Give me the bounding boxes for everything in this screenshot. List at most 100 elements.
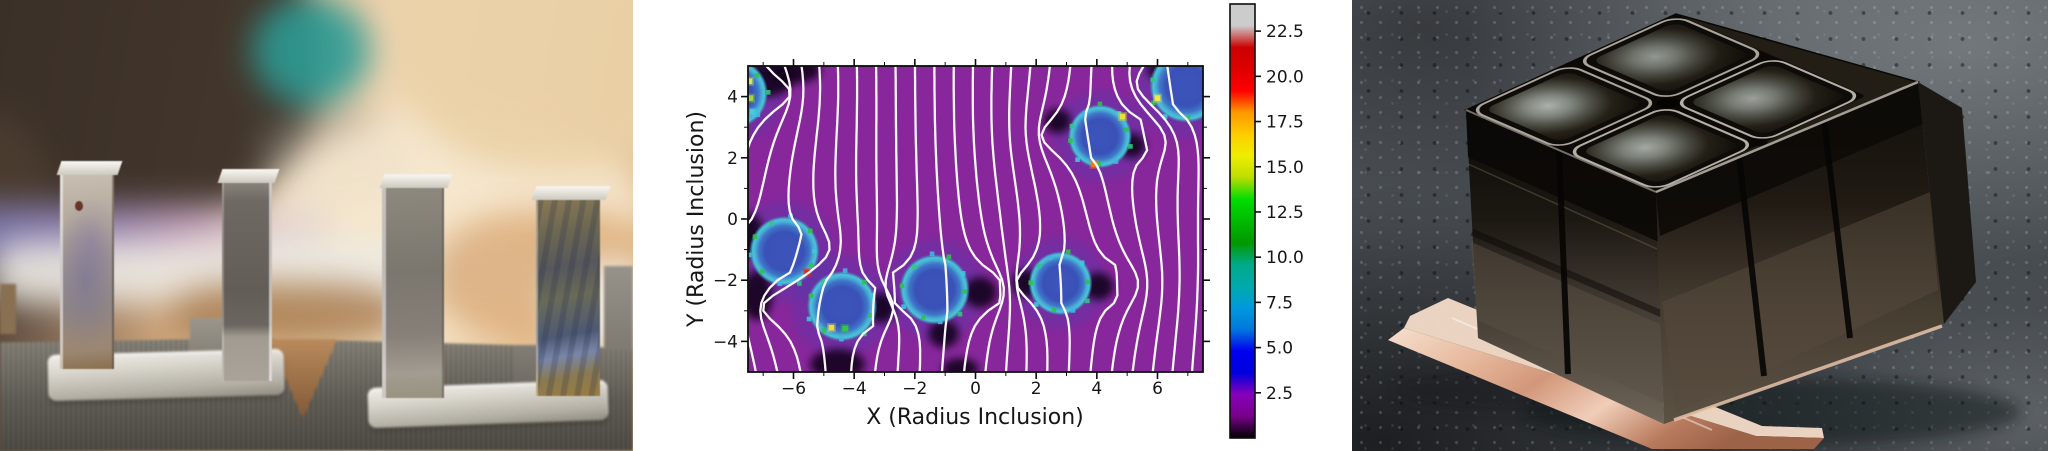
x-tick-label: −4 — [842, 379, 867, 399]
rim-speckle — [899, 283, 905, 289]
hot-spot — [828, 324, 835, 331]
rim-speckle — [1036, 263, 1042, 269]
x-tick-label: −6 — [781, 379, 806, 399]
streamline — [762, 66, 831, 372]
streamline — [1128, 66, 1167, 372]
pillar-top-face — [217, 169, 280, 183]
hot-spot — [1091, 161, 1097, 168]
pillar-top-face — [379, 174, 453, 188]
streamline — [933, 66, 949, 372]
colorbar-tick-label: 17.5 — [1266, 113, 1304, 133]
rim-speckle — [1097, 101, 1103, 107]
inclusion-circle — [806, 270, 878, 342]
hot-spot — [1154, 95, 1161, 101]
right-face-cap-band — [1656, 82, 1923, 236]
rim-speckle — [1075, 157, 1080, 163]
streamline — [1008, 66, 1028, 372]
rim-speckle — [738, 59, 743, 64]
colorbar-tick-label: 5.0 — [1266, 339, 1293, 359]
y-tick-label: −2 — [713, 271, 738, 291]
y-tick-label: 2 — [727, 149, 738, 169]
x-tick-label: 6 — [1152, 379, 1163, 399]
inclusion-circle — [1149, 66, 1203, 123]
rim-speckle — [1051, 307, 1057, 313]
pillar-mark — [75, 201, 83, 211]
pillar-top-face — [531, 186, 611, 200]
colorbar-tick-label: 7.5 — [1266, 293, 1293, 313]
colorbar-tick-label: 12.5 — [1266, 203, 1304, 223]
rim-speckle — [1068, 138, 1073, 143]
rim-speckle — [777, 281, 783, 287]
rim-speckle — [769, 221, 775, 226]
rim-speckle — [1208, 108, 1213, 113]
blurred-lab-background — [0, 0, 633, 451]
rim-speckle — [957, 311, 963, 317]
rim-speckle — [1079, 260, 1085, 266]
rim-speckle — [722, 120, 727, 125]
rim-speckle — [808, 263, 814, 268]
left-face-lower-sheen — [1471, 242, 1670, 406]
partial-pillar-right — [604, 266, 633, 350]
rim-speckle — [1065, 249, 1071, 255]
x-tick-label: 4 — [1091, 379, 1102, 399]
cube-far-column — [1918, 82, 1976, 324]
streamline — [1135, 66, 1181, 372]
rim-speckle — [868, 313, 873, 318]
rim-speckle — [937, 319, 943, 325]
rim-speckle — [1070, 308, 1076, 313]
x-tick-label: −2 — [902, 379, 927, 399]
y-tick-label: −4 — [713, 332, 738, 352]
low-field-dark-spot — [772, 66, 821, 83]
hot-spot — [749, 109, 756, 115]
y-axis-label: Y (Radius Inclusion) — [684, 111, 709, 328]
right-face-lower-sheen — [1662, 192, 1938, 412]
rim-speckle — [862, 279, 867, 285]
tile-window — [1586, 115, 1736, 182]
rim-speckle — [1085, 298, 1090, 304]
hot-spot — [748, 78, 753, 85]
streamline — [873, 66, 895, 372]
streamline — [1037, 66, 1071, 372]
rim-speckle — [821, 328, 827, 333]
rim-speckle — [808, 293, 814, 299]
cube-top-tiles — [1468, 15, 1864, 191]
streamline — [1211, 51, 1229, 388]
inclusion-circle — [1067, 104, 1133, 169]
rim-speckle — [1028, 280, 1034, 286]
rim-speckle — [1085, 279, 1090, 285]
rim-speckle — [759, 269, 765, 274]
rim-speckle — [1069, 123, 1075, 129]
rim-speckle — [912, 264, 917, 270]
rim-speckle — [1150, 77, 1155, 83]
tile-window — [1489, 73, 1639, 140]
rim-speckle — [842, 268, 848, 273]
rim-speckle — [870, 293, 876, 298]
right-face-module-gap — [1821, 119, 1853, 339]
left-face-band-line — [1470, 228, 1664, 318]
rim-speckle — [812, 248, 817, 254]
rim-speckle — [839, 336, 844, 342]
rim-speckle — [1211, 68, 1216, 73]
streamline — [1040, 66, 1119, 372]
rim-speckle — [1047, 255, 1053, 261]
y-tick-label: 0 — [727, 210, 738, 230]
photo-crystal-pillars — [0, 0, 633, 451]
crystal-pillar-3 — [379, 174, 453, 398]
rim-speckle — [1113, 159, 1119, 164]
colorbar — [1229, 3, 1256, 439]
rim-speckle — [1151, 100, 1156, 106]
rim-speckle — [752, 234, 758, 239]
left-face-module-gap — [1556, 149, 1571, 375]
rim-speckle — [1162, 114, 1168, 119]
inclusion-circle — [899, 254, 970, 325]
streamline — [1110, 66, 1149, 372]
streamline — [971, 66, 1005, 372]
rim-speckle — [720, 57, 725, 62]
rim-speckle — [901, 304, 906, 309]
copper-foil — [1388, 328, 1824, 449]
rim-speckle — [1128, 144, 1133, 149]
rim-speckle — [765, 89, 771, 95]
partial-block-left — [0, 284, 16, 334]
crystal-pillar-4 — [531, 186, 611, 396]
